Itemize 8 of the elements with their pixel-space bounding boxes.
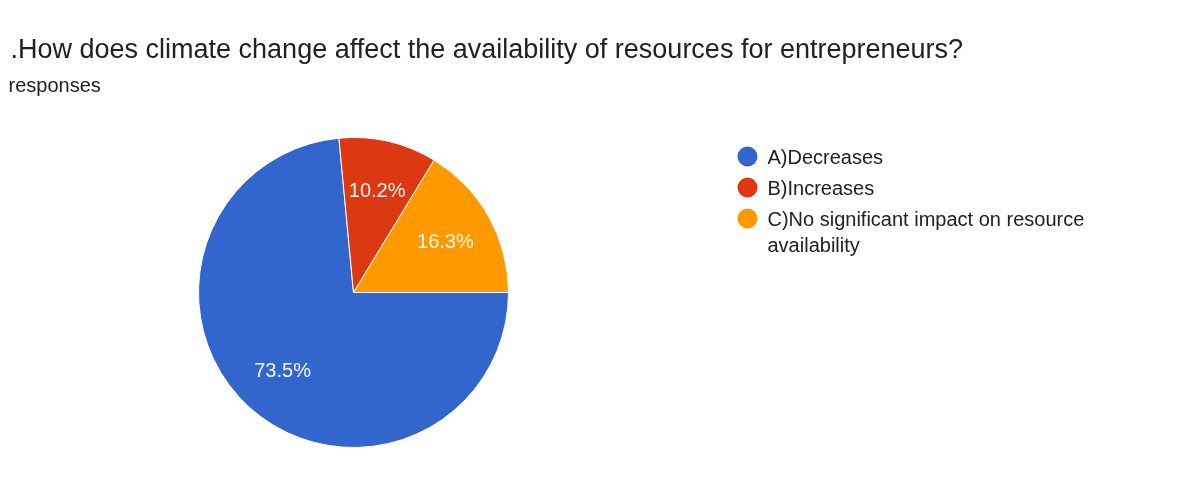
data-label: 73.5% — [254, 359, 312, 382]
chart-subtitle: responses — [8, 73, 101, 96]
data-label: 16.3% — [417, 229, 474, 252]
legend-label: B)Increases — [767, 176, 875, 199]
legend-label: A)Decreases — [767, 145, 884, 168]
legend-label: C)No significant impact on resource availability — [767, 207, 1085, 256]
data-label: 10.2% — [348, 178, 406, 201]
chart-title: .How does climate change affect the availability of resources for entrepreneurs? — [10, 33, 964, 64]
